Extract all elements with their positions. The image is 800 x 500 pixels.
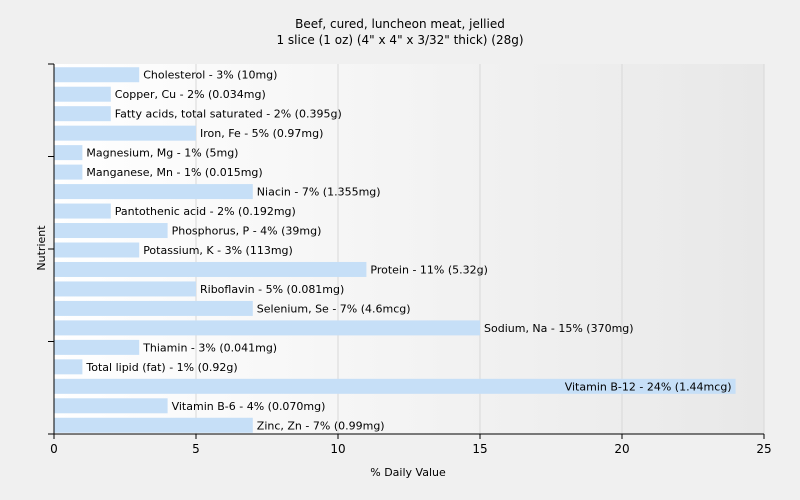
bar-label: Sodium, Na - 15% (370mg) [484,322,634,335]
bar [54,398,168,414]
bar [54,261,367,277]
bar-label: Iron, Fe - 5% (0.97mg) [200,127,323,140]
bar [54,242,140,258]
bar-label: Selenium, Se - 7% (4.6mcg) [257,302,411,315]
x-tick-label: 5 [192,442,200,456]
bar [54,417,253,433]
x-tick-label: 20 [614,442,629,456]
bar-label: Niacin - 7% (1.355mg) [257,186,381,199]
bar-label: Pantothenic acid - 2% (0.192mg) [115,205,296,218]
bar [54,86,111,102]
bar-label: Total lipid (fat) - 1% (0.92g) [85,361,237,374]
bar [54,145,83,161]
bar [54,184,253,200]
bar-label: Magnesium, Mg - 1% (5mg) [86,147,238,160]
chart-title: Beef, cured, luncheon meat, jellied [295,17,505,31]
bar [54,339,140,355]
x-tick-label: 25 [756,442,771,456]
bar-label: Phosphorus, P - 4% (39mg) [172,225,322,238]
bar [54,203,111,219]
bar-label: Cholesterol - 3% (10mg) [143,69,277,82]
bar [54,320,480,336]
x-axis-title: % Daily Value [370,466,446,479]
bar-label: Fatty acids, total saturated - 2% (0.395… [115,108,342,121]
bar-label: Manganese, Mn - 1% (0.015mg) [86,166,262,179]
chart-subtitle: 1 slice (1 oz) (4" x 4" x 3/32" thick) (… [276,33,524,47]
bar [54,281,196,297]
x-tick-label: 0 [50,442,58,456]
bar-label: Vitamin B-12 - 24% (1.44mcg) [565,380,732,393]
bar [54,125,196,141]
x-tick-label: 10 [330,442,345,456]
bar-label: Protein - 11% (5.32g) [370,263,488,276]
bar-label: Potassium, K - 3% (113mg) [143,244,293,257]
bar-label: Riboflavin - 5% (0.081mg) [200,283,344,296]
y-axis-title: Nutrient [35,225,48,271]
bar-label: Vitamin B-6 - 4% (0.070mg) [172,400,326,413]
bar [54,67,140,83]
bar-label: Copper, Cu - 2% (0.034mg) [115,88,266,101]
bar [54,359,83,375]
bar [54,164,83,180]
bar-label: Thiamin - 3% (0.041mg) [142,341,277,354]
x-tick-label: 15 [472,442,487,456]
bar-label: Zinc, Zn - 7% (0.99mg) [257,419,385,432]
bar [54,223,168,239]
bar [54,300,253,316]
bar [54,378,736,394]
bar [54,106,111,122]
